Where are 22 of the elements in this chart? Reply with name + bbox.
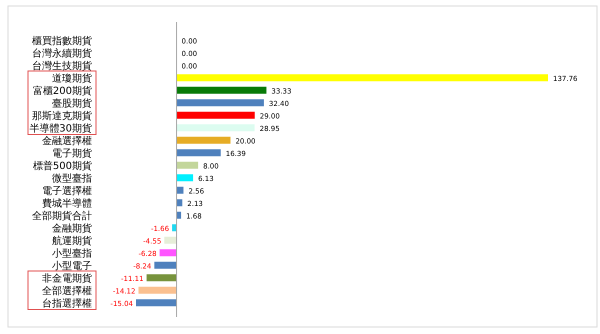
y-tick-label: 道瓊期貨 bbox=[52, 72, 92, 84]
y-tick-label: 小型電子 bbox=[52, 260, 92, 272]
y-tick-label: 那斯達克期貨 bbox=[32, 110, 92, 122]
y-tick-label: 非金電期貨 bbox=[42, 272, 92, 284]
y-tick-label: 全部期貨合計 bbox=[32, 210, 92, 222]
y-tick-label: 台指選擇權 bbox=[42, 297, 92, 310]
y-tick-label: 全部選擇權 bbox=[42, 284, 92, 297]
y-tick-label: 臺股期貨 bbox=[52, 97, 92, 110]
y-tick-label: 櫃買指數期貨 bbox=[32, 34, 92, 47]
y-tick-label: 電子期貨 bbox=[52, 147, 92, 160]
y-tick-label: 半導體30期貨 bbox=[29, 122, 92, 134]
y-tick-label: 台灣永續期貨 bbox=[32, 47, 92, 60]
y-tick-label: 小型臺指 bbox=[52, 247, 92, 260]
y-tick-label: 富櫃200期貨 bbox=[32, 84, 92, 97]
y-tick-label: 微型臺指 bbox=[52, 172, 92, 184]
y-tick-label: 標普500期貨 bbox=[32, 160, 92, 172]
y-tick-label: 金融期貨 bbox=[52, 222, 92, 234]
y-tick-label: 台灣生技期貨 bbox=[32, 60, 92, 72]
y-tick-label: 金融選擇權 bbox=[42, 134, 92, 147]
y-tick-label: 電子選擇權 bbox=[42, 184, 92, 197]
y-tick-label: 航運期貨 bbox=[52, 234, 92, 247]
y-tick-label: 費城半導體 bbox=[42, 197, 92, 210]
